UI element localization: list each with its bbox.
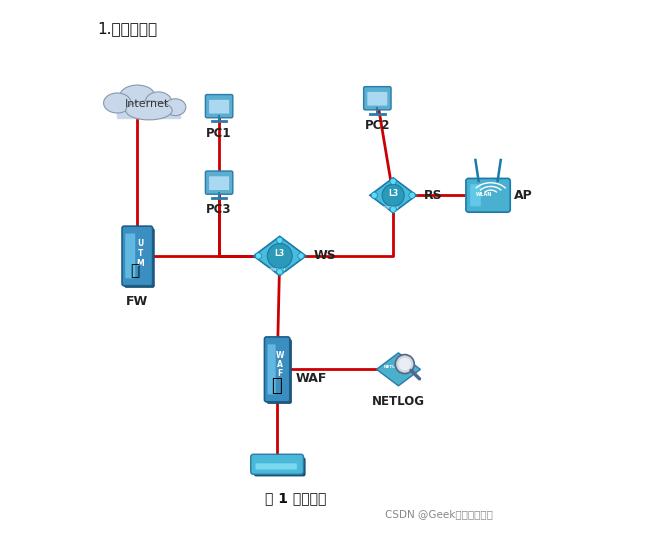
Text: WLAN: WLAN — [475, 192, 492, 197]
Text: WAF: WAF — [295, 373, 327, 385]
FancyBboxPatch shape — [265, 337, 290, 402]
Text: RS: RS — [424, 189, 443, 202]
Ellipse shape — [120, 85, 156, 108]
FancyBboxPatch shape — [466, 179, 510, 212]
FancyBboxPatch shape — [364, 87, 391, 110]
Circle shape — [298, 253, 304, 259]
Text: 1000M: 1000M — [279, 272, 293, 276]
FancyBboxPatch shape — [470, 184, 481, 206]
Ellipse shape — [104, 93, 131, 113]
Ellipse shape — [126, 101, 172, 120]
Text: 🔥: 🔥 — [271, 377, 281, 395]
Text: L3: L3 — [388, 189, 398, 198]
Text: L3: L3 — [275, 249, 285, 259]
Text: 1.网络拓扑图: 1.网络拓扑图 — [98, 21, 158, 36]
Text: U
T
M: U T M — [136, 239, 144, 268]
Text: AP: AP — [514, 189, 533, 202]
Bar — [117, 106, 180, 118]
Text: CSDN @Geek极安网络安全: CSDN @Geek极安网络安全 — [385, 508, 493, 519]
Polygon shape — [376, 353, 420, 386]
Circle shape — [267, 244, 292, 269]
FancyBboxPatch shape — [267, 339, 292, 404]
Circle shape — [398, 358, 411, 370]
FancyBboxPatch shape — [124, 228, 155, 288]
Polygon shape — [370, 178, 416, 213]
Text: 图 1 网络拓扑: 图 1 网络拓扑 — [265, 491, 327, 505]
Text: W
A
F: W A F — [275, 351, 284, 377]
Text: FW: FW — [126, 295, 148, 308]
Circle shape — [395, 354, 414, 374]
Circle shape — [277, 269, 283, 275]
Circle shape — [277, 237, 283, 244]
FancyBboxPatch shape — [255, 463, 297, 470]
FancyBboxPatch shape — [209, 100, 229, 114]
Text: PC1: PC1 — [206, 127, 232, 140]
Circle shape — [390, 206, 396, 212]
Text: WS: WS — [314, 249, 336, 262]
FancyBboxPatch shape — [251, 454, 303, 474]
FancyBboxPatch shape — [254, 457, 306, 477]
Text: 🔥: 🔥 — [130, 263, 139, 278]
FancyBboxPatch shape — [125, 233, 135, 278]
Text: PC3: PC3 — [206, 203, 232, 216]
Text: NETLOG: NETLOG — [372, 395, 425, 408]
Polygon shape — [253, 236, 306, 276]
Text: Internet: Internet — [124, 99, 169, 109]
Text: 1000M: 1000M — [392, 210, 407, 214]
Ellipse shape — [165, 99, 186, 116]
Circle shape — [371, 192, 378, 198]
Text: PC2: PC2 — [364, 119, 390, 132]
FancyBboxPatch shape — [367, 92, 387, 106]
FancyBboxPatch shape — [209, 176, 229, 190]
FancyBboxPatch shape — [205, 171, 233, 194]
Ellipse shape — [145, 92, 172, 112]
FancyBboxPatch shape — [267, 344, 275, 394]
Text: SWITCH: SWITCH — [382, 206, 399, 211]
Circle shape — [390, 178, 396, 184]
Circle shape — [409, 192, 415, 198]
Text: NETLOG: NETLOG — [384, 365, 402, 369]
Text: SWITCH: SWITCH — [269, 269, 286, 272]
FancyBboxPatch shape — [205, 94, 233, 118]
FancyBboxPatch shape — [122, 226, 153, 286]
Circle shape — [255, 253, 261, 259]
Circle shape — [382, 184, 404, 206]
